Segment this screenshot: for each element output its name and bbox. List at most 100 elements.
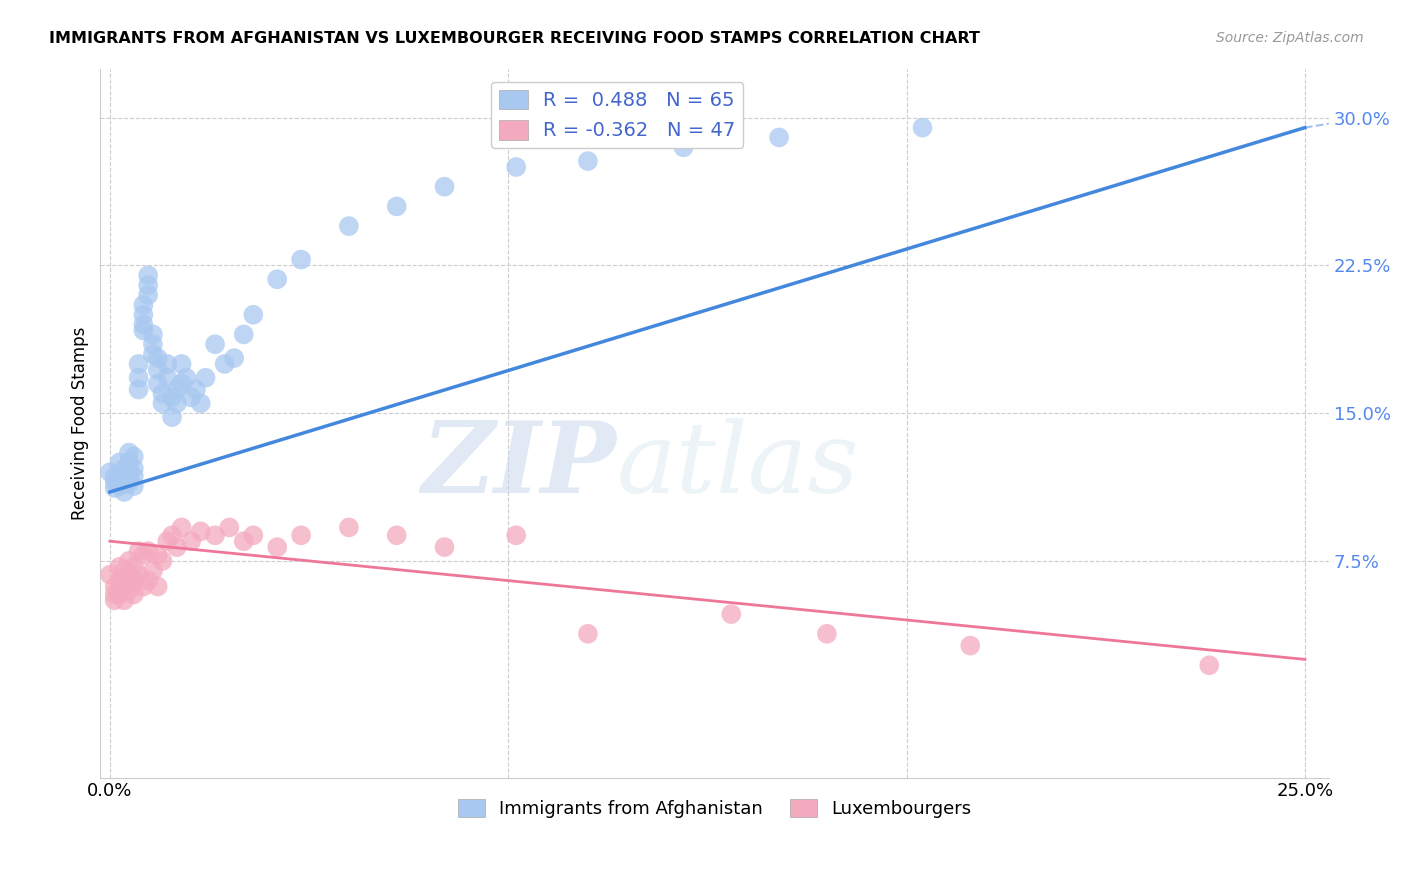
Point bbox=[118, 455, 141, 469]
Point bbox=[112, 469, 135, 483]
Legend: Immigrants from Afghanistan, Luxembourgers: Immigrants from Afghanistan, Luxembourge… bbox=[450, 791, 979, 825]
Point bbox=[160, 410, 183, 425]
Point bbox=[136, 288, 159, 302]
Point bbox=[104, 593, 127, 607]
Point bbox=[136, 544, 159, 558]
Point bbox=[170, 357, 193, 371]
Point bbox=[118, 583, 141, 598]
Point bbox=[180, 534, 202, 549]
Point bbox=[242, 528, 264, 542]
Point bbox=[118, 554, 141, 568]
Point bbox=[146, 548, 169, 562]
Point bbox=[104, 481, 127, 495]
Point bbox=[224, 351, 246, 365]
Point bbox=[112, 593, 135, 607]
Point bbox=[156, 534, 179, 549]
Point bbox=[142, 564, 165, 578]
Point bbox=[576, 154, 599, 169]
Point bbox=[132, 548, 155, 562]
Point bbox=[190, 524, 212, 539]
Point bbox=[290, 252, 312, 267]
Point bbox=[166, 396, 188, 410]
Point bbox=[108, 469, 131, 483]
Point bbox=[142, 337, 165, 351]
Text: atlas: atlas bbox=[616, 418, 859, 513]
Point bbox=[266, 540, 288, 554]
Point bbox=[122, 574, 145, 588]
Point bbox=[204, 528, 226, 542]
Point bbox=[112, 564, 135, 578]
Point bbox=[104, 475, 127, 490]
Point bbox=[122, 587, 145, 601]
Point bbox=[132, 308, 155, 322]
Point bbox=[176, 370, 198, 384]
Point bbox=[166, 540, 188, 554]
Point bbox=[146, 376, 169, 391]
Point bbox=[505, 528, 527, 542]
Point bbox=[959, 639, 981, 653]
Point bbox=[204, 337, 226, 351]
Text: Source: ZipAtlas.com: Source: ZipAtlas.com bbox=[1216, 31, 1364, 45]
Point bbox=[128, 357, 150, 371]
Point bbox=[184, 383, 207, 397]
Point bbox=[166, 383, 188, 397]
Point bbox=[104, 580, 127, 594]
Point bbox=[108, 559, 131, 574]
Point bbox=[122, 450, 145, 464]
Point bbox=[98, 567, 121, 582]
Point bbox=[218, 520, 240, 534]
Point bbox=[128, 567, 150, 582]
Point bbox=[194, 370, 217, 384]
Point bbox=[108, 455, 131, 469]
Point bbox=[108, 574, 131, 588]
Point bbox=[132, 298, 155, 312]
Point bbox=[433, 179, 456, 194]
Point bbox=[337, 219, 360, 233]
Point bbox=[132, 318, 155, 332]
Point bbox=[337, 520, 360, 534]
Point bbox=[104, 587, 127, 601]
Point bbox=[505, 160, 527, 174]
Point bbox=[152, 386, 174, 401]
Point bbox=[911, 120, 934, 135]
Point bbox=[156, 370, 179, 384]
Point bbox=[156, 357, 179, 371]
Point bbox=[118, 475, 141, 490]
Point bbox=[136, 574, 159, 588]
Point bbox=[146, 580, 169, 594]
Point bbox=[160, 528, 183, 542]
Point bbox=[122, 559, 145, 574]
Point bbox=[242, 308, 264, 322]
Point bbox=[385, 528, 408, 542]
Point bbox=[190, 396, 212, 410]
Point bbox=[576, 627, 599, 641]
Text: ZIP: ZIP bbox=[422, 417, 616, 514]
Point bbox=[146, 363, 169, 377]
Point bbox=[232, 327, 254, 342]
Point bbox=[128, 544, 150, 558]
Point bbox=[136, 278, 159, 293]
Point bbox=[433, 540, 456, 554]
Point bbox=[132, 323, 155, 337]
Point bbox=[112, 485, 135, 500]
Point bbox=[720, 607, 742, 621]
Point bbox=[98, 465, 121, 479]
Point bbox=[232, 534, 254, 549]
Point bbox=[136, 268, 159, 283]
Point bbox=[214, 357, 236, 371]
Point bbox=[118, 445, 141, 459]
Point bbox=[160, 391, 183, 405]
Point bbox=[290, 528, 312, 542]
Point bbox=[108, 479, 131, 493]
Point bbox=[112, 461, 135, 475]
Point bbox=[112, 580, 135, 594]
Point bbox=[122, 469, 145, 483]
Point bbox=[104, 469, 127, 483]
Point bbox=[128, 383, 150, 397]
Text: IMMIGRANTS FROM AFGHANISTAN VS LUXEMBOURGER RECEIVING FOOD STAMPS CORRELATION CH: IMMIGRANTS FROM AFGHANISTAN VS LUXEMBOUR… bbox=[49, 31, 980, 46]
Point bbox=[122, 479, 145, 493]
Point bbox=[118, 465, 141, 479]
Point bbox=[152, 554, 174, 568]
Point bbox=[152, 396, 174, 410]
Point bbox=[112, 475, 135, 490]
